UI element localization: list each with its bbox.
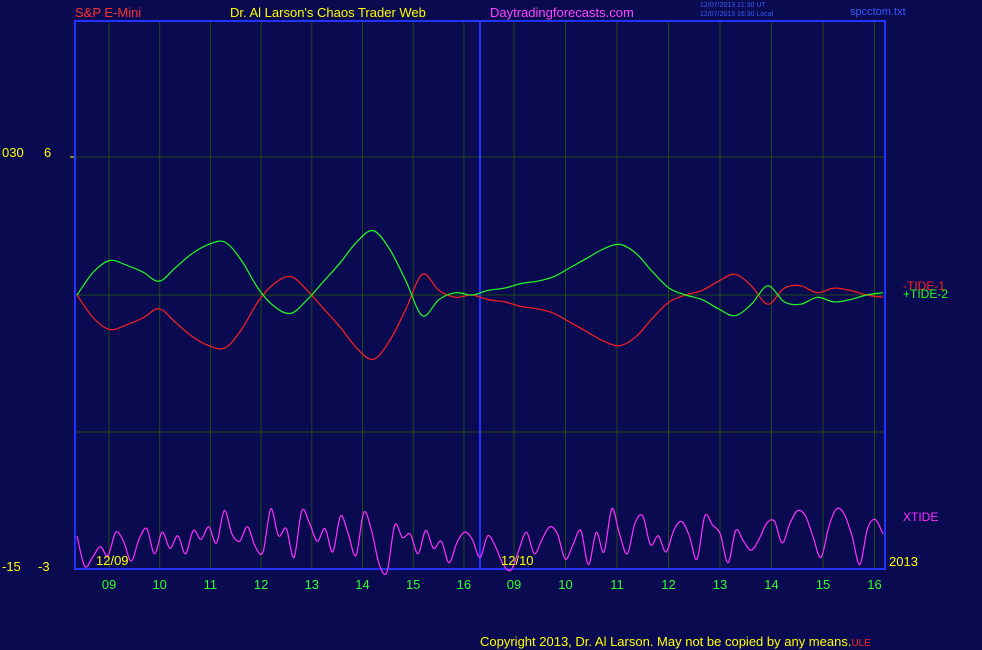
date-label-2: 12/10	[501, 553, 534, 568]
timestamp-local: 12/07/2013 16:30 Local	[700, 11, 774, 18]
x-tick-label-15: 16	[867, 577, 881, 592]
timestamp-ut: 12/07/2013 21:30 UT	[700, 2, 766, 9]
author-title: Dr. Al Larson's Chaos Trader Web	[230, 5, 426, 20]
series-label-tide-plus: +TIDE-2	[903, 287, 948, 301]
x-tick-label-4: 13	[305, 577, 319, 592]
x-tick-label-11: 12	[661, 577, 675, 592]
symbol-title: S&P E-Mini	[75, 5, 142, 20]
copyright-mark: ULE	[851, 638, 871, 649]
x-axis-labels: 09 10 11 12 13 14 15 16 09 10 11 12 13 14 15 16	[102, 577, 882, 592]
x-tick-label-13: 14	[764, 577, 778, 592]
x-tick-label-7: 16	[457, 577, 471, 592]
x-tick-label-2: 11	[204, 577, 218, 592]
series-line-xtide	[76, 507, 884, 576]
series-lines	[76, 229, 884, 576]
series-line-tide-plus	[76, 229, 884, 317]
site-link[interactable]: Daytradingforecasts.com	[490, 5, 634, 20]
copyright-notice: Copyright 2013, Dr. Al Larson. May not b…	[480, 634, 871, 649]
right-axis-bottom-label: -3	[38, 559, 50, 574]
data-filename: spcctom.txt	[850, 6, 906, 18]
x-tick-label-0: 09	[102, 577, 116, 592]
date-label-1: 12/09	[96, 553, 129, 568]
x-tick-label-1: 10	[152, 577, 166, 592]
left-axis-bottom-label: -15	[2, 559, 21, 574]
x-tick-label-12: 13	[713, 577, 727, 592]
series-line-tide-minus	[76, 273, 884, 361]
x-tick-label-3: 12	[254, 577, 268, 592]
series-label-tide-minus: -TIDE-1	[903, 279, 945, 293]
copyright-text: Copyright 2013, Dr. Al Larson. May not b…	[480, 634, 852, 649]
right-axis-top-label: 6	[44, 145, 51, 160]
x-tick-label-10: 11	[610, 577, 624, 592]
year-label: 2013	[889, 554, 918, 569]
series-label-xtide: XTIDE	[903, 510, 938, 524]
x-tick-label-8: 09	[507, 577, 521, 592]
x-tick-label-9: 10	[558, 577, 572, 592]
x-tick-label-5: 14	[355, 577, 369, 592]
left-axis-top-label: 030	[2, 145, 24, 160]
grid-lines	[70, 21, 885, 569]
x-tick-label-14: 15	[816, 577, 830, 592]
x-tick-label-6: 15	[406, 577, 420, 592]
